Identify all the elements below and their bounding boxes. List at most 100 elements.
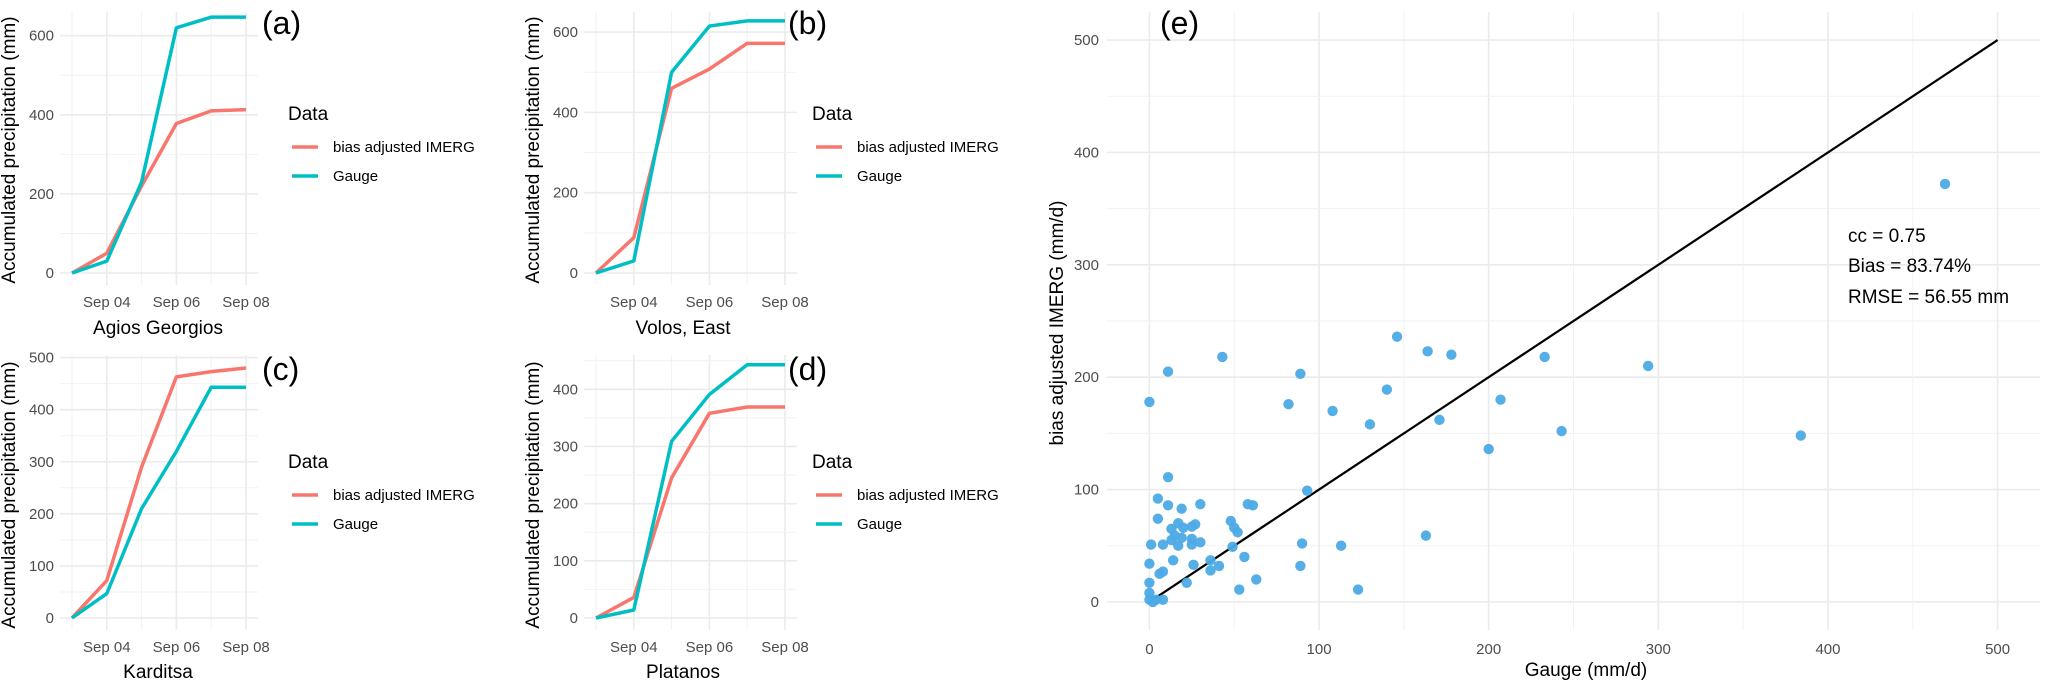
scatter-point: [1251, 574, 1262, 585]
scatter-point: [1420, 530, 1432, 541]
scatter-point: [1188, 559, 1199, 571]
scatter-point: [1152, 513, 1164, 524]
scatter-point: [1247, 500, 1259, 511]
scatter-point: [1295, 368, 1306, 380]
panel-c-lines: [70, 366, 247, 620]
panel-a-grid: [60, 12, 258, 285]
legend-label-gauge: Gauge: [857, 516, 902, 533]
x-tick-label: Sep 08: [761, 294, 809, 311]
series-line-gauge: [595, 19, 785, 275]
x-tick-label: Sep 04: [83, 639, 131, 656]
panel-d-ticks: 0 100 200 300 400 Sep 04 Sep 06 Sep 08: [553, 381, 809, 656]
panel-a-lines: [71, 15, 247, 275]
y-tick-label: 0: [570, 610, 578, 627]
scatter-point: [1144, 396, 1155, 408]
panel-e-label: (e): [1160, 5, 1199, 41]
x-tick-label: Sep 04: [610, 639, 658, 656]
y-tick-label: 0: [46, 265, 54, 282]
scatter-point: [1539, 351, 1550, 363]
x-tick-label: Sep 08: [222, 294, 270, 311]
scatter-point: [1301, 485, 1313, 496]
panel-a-y-title: Accumulated precipitation (mm): [0, 16, 20, 283]
x-tick-label: Sep 06: [153, 639, 201, 656]
panel-a: 0 200 400 600 Sep 04 Sep 06 Sep 08 (a) Agios G…: [0, 5, 475, 339]
y-tick-label: 0: [570, 265, 578, 282]
scatter-point: [1296, 538, 1308, 549]
panel-c-ticks: 0 100 200 300 400 500 Sep 04 Sep 06 Sep 08: [29, 350, 270, 656]
y-tick-label: 500: [1074, 32, 1099, 49]
scatter-point: [1178, 522, 1189, 533]
x-tick-label: Sep 04: [610, 294, 658, 311]
x-tick-label: Sep 04: [83, 294, 131, 311]
panel-c-x-title: Karditsa: [123, 662, 193, 683]
panel-b-y-title: Accumulated precipitation (mm): [523, 16, 544, 283]
series-line-imerg: [594, 41, 785, 275]
series-line-imerg: [595, 405, 785, 620]
panel-a-x-title: Agios Georgios: [93, 318, 223, 339]
legend-label-imerg: bias adjusted IMERG: [857, 139, 999, 156]
scatter-point: [1327, 405, 1338, 417]
legend-title: Data: [812, 104, 853, 125]
y-tick-label: 200: [29, 506, 54, 523]
legend-label-gauge: Gauge: [333, 516, 378, 533]
scatter-point: [1181, 577, 1192, 589]
scatter-point: [1283, 398, 1294, 410]
x-tick-label: Sep 06: [686, 639, 734, 656]
scatter-point: [1205, 555, 1216, 566]
scatter-point: [1556, 425, 1567, 437]
scatter-point: [1234, 584, 1245, 595]
scatter-point: [1162, 500, 1174, 511]
y-tick-label: 100: [1074, 482, 1099, 499]
series-line-gauge: [595, 362, 785, 620]
legend-label-gauge: Gauge: [333, 168, 378, 185]
panel-b-grid: [584, 12, 797, 285]
x-tick-label: Sep 08: [761, 639, 809, 656]
scatter-point: [1939, 178, 1951, 190]
scatter-point: [1195, 498, 1206, 510]
panel-e-annotations: cc = 0.75 Bias = 83.74% RMSE = 56.55 mm: [1848, 226, 2009, 308]
scatter-point: [1335, 540, 1347, 551]
scatter-point: [1232, 527, 1243, 538]
scatter-point: [1795, 430, 1807, 441]
panel-b-lines: [594, 19, 785, 275]
scatter-point: [1162, 471, 1174, 483]
panel-c-label: (c): [262, 351, 299, 387]
y-tick-label: 400: [553, 381, 578, 398]
y-tick-label: 300: [29, 454, 54, 471]
y-tick-label: 400: [1074, 144, 1099, 161]
legend-label-imerg: bias adjusted IMERG: [333, 487, 475, 504]
scatter-point: [1144, 577, 1155, 589]
x-tick-label: Sep 06: [153, 294, 201, 311]
scatter-point: [1227, 541, 1238, 553]
x-tick-label: Sep 06: [686, 294, 734, 311]
y-tick-label: 300: [553, 438, 578, 455]
y-tick-label: 300: [1074, 257, 1099, 274]
panel-e-ticks: 0 100 200 300 400 500 0 100 200 300 400 500: [1074, 32, 2010, 658]
panel-d-y-title: Accumulated precipitation (mm): [523, 361, 544, 628]
scatter-point: [1176, 532, 1187, 544]
x-tick-label: 300: [1646, 641, 1671, 658]
series-line-imerg: [70, 366, 247, 620]
legend-label-imerg: bias adjusted IMERG: [333, 139, 475, 156]
scatter-point: [1195, 537, 1206, 548]
scatter-point: [1434, 414, 1445, 426]
x-tick-label: 500: [1985, 641, 2010, 658]
series-line-imerg: [71, 107, 247, 275]
scatter-point: [1422, 346, 1433, 357]
scatter-point: [1205, 565, 1216, 576]
y-tick-label: 100: [553, 553, 578, 570]
scatter-point: [1190, 519, 1201, 530]
scatter-point: [1154, 568, 1165, 580]
x-tick-label: Sep 08: [222, 639, 270, 656]
panel-a-label: (a): [262, 5, 301, 41]
panel-e-x-title: Gauge (mm/d): [1525, 660, 1647, 681]
panel-b-label: (b): [788, 5, 827, 41]
panel-a-ticks: 0 200 400 600 Sep 04 Sep 06 Sep 08: [29, 28, 270, 311]
legend-title: Data: [812, 452, 853, 473]
panel-d: 0 100 200 300 400 Sep 04 Sep 06 Sep 08 (d) Plat…: [523, 351, 999, 683]
y-tick-label: 600: [553, 24, 578, 41]
y-tick-label: 500: [29, 350, 54, 367]
